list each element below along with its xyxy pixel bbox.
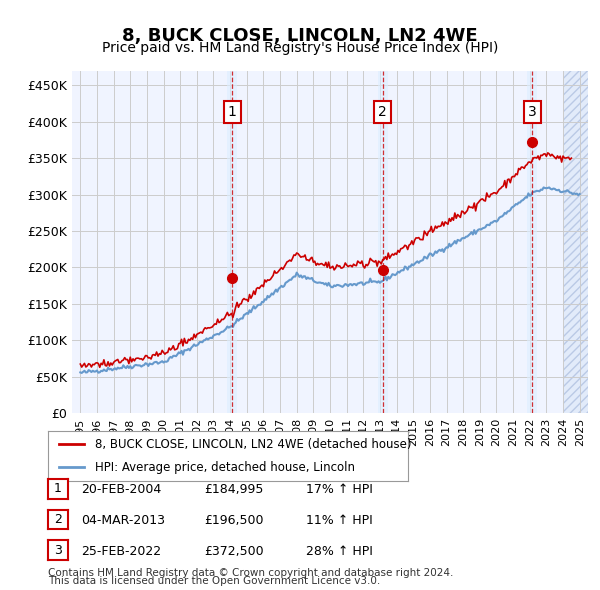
Text: £372,500: £372,500 xyxy=(204,545,263,558)
Text: £184,995: £184,995 xyxy=(204,483,263,496)
Text: HPI: Average price, detached house, Lincoln: HPI: Average price, detached house, Linc… xyxy=(95,461,355,474)
Text: 8, BUCK CLOSE, LINCOLN, LN2 4WE (detached house): 8, BUCK CLOSE, LINCOLN, LN2 4WE (detache… xyxy=(95,438,412,451)
Text: 1: 1 xyxy=(228,105,237,119)
Text: £196,500: £196,500 xyxy=(204,514,263,527)
Text: Contains HM Land Registry data © Crown copyright and database right 2024.: Contains HM Land Registry data © Crown c… xyxy=(48,568,454,578)
Text: 1: 1 xyxy=(54,482,62,496)
Text: 3: 3 xyxy=(54,543,62,557)
Text: This data is licensed under the Open Government Licence v3.0.: This data is licensed under the Open Gov… xyxy=(48,576,380,586)
Text: 20-FEB-2004: 20-FEB-2004 xyxy=(81,483,161,496)
Text: 17% ↑ HPI: 17% ↑ HPI xyxy=(306,483,373,496)
Bar xyxy=(563,71,588,413)
Text: 8, BUCK CLOSE, LINCOLN, LN2 4WE: 8, BUCK CLOSE, LINCOLN, LN2 4WE xyxy=(122,27,478,45)
Text: 28% ↑ HPI: 28% ↑ HPI xyxy=(306,545,373,558)
Text: Price paid vs. HM Land Registry's House Price Index (HPI): Price paid vs. HM Land Registry's House … xyxy=(102,41,498,55)
Text: 2: 2 xyxy=(379,105,387,119)
Text: 25-FEB-2022: 25-FEB-2022 xyxy=(81,545,161,558)
Bar xyxy=(378,71,388,413)
Bar xyxy=(227,71,237,413)
Text: 2: 2 xyxy=(54,513,62,526)
Text: 04-MAR-2013: 04-MAR-2013 xyxy=(81,514,165,527)
Text: 3: 3 xyxy=(528,105,536,119)
Bar xyxy=(527,71,537,413)
Text: 11% ↑ HPI: 11% ↑ HPI xyxy=(306,514,373,527)
